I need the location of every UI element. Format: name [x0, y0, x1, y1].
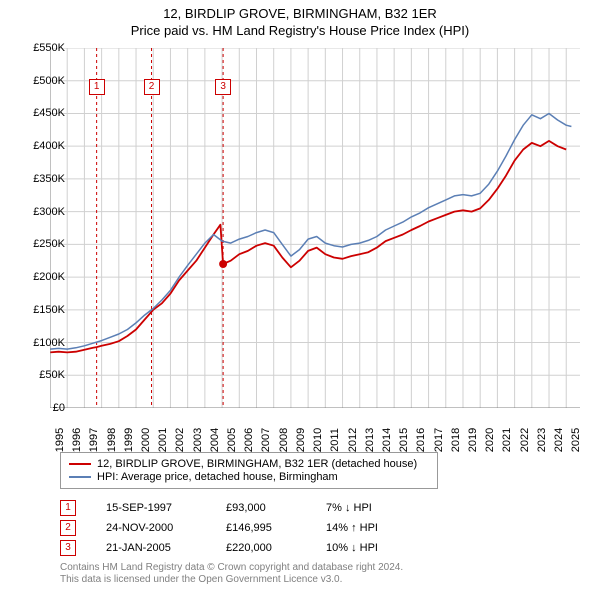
- footer-line-2: This data is licensed under the Open Gov…: [60, 574, 403, 586]
- y-tick-label: £350K: [15, 173, 65, 185]
- marker-badge-2: 2: [60, 520, 76, 536]
- marker-diff-1: 7% ↓ HPI: [326, 502, 426, 514]
- x-tick-label: 2008: [278, 428, 290, 452]
- x-tick-label: 1997: [88, 428, 100, 452]
- y-tick-label: £150K: [15, 304, 65, 316]
- y-tick-label: £500K: [15, 75, 65, 87]
- chart-marker-badge: 2: [144, 79, 160, 95]
- legend-swatch-hpi: [69, 476, 91, 478]
- x-tick-label: 2012: [347, 428, 359, 452]
- footer-line-1: Contains HM Land Registry data © Crown c…: [60, 562, 403, 574]
- x-tick-label: 2016: [415, 428, 427, 452]
- chart-marker-badge: 3: [215, 79, 231, 95]
- y-tick-label: £50K: [15, 369, 65, 381]
- x-tick-label: 2018: [450, 428, 462, 452]
- chart-area: [50, 48, 580, 408]
- x-tick-label: 2025: [570, 428, 582, 452]
- x-tick-label: 1995: [54, 428, 66, 452]
- y-tick-label: £250K: [15, 238, 65, 250]
- marker-badge-1: 1: [60, 500, 76, 516]
- x-tick-label: 2020: [484, 428, 496, 452]
- marker-row-3: 3 21-JAN-2005 £220,000 10% ↓ HPI: [60, 538, 426, 558]
- title-block: 12, BIRDLIP GROVE, BIRMINGHAM, B32 1ER P…: [0, 0, 600, 38]
- title-line-2: Price paid vs. HM Land Registry's House …: [0, 23, 600, 38]
- title-line-1: 12, BIRDLIP GROVE, BIRMINGHAM, B32 1ER: [0, 6, 600, 21]
- legend-swatch-price-paid: [69, 463, 91, 465]
- y-tick-label: £0: [15, 402, 65, 414]
- y-tick-label: £100K: [15, 337, 65, 349]
- x-tick-label: 2004: [209, 428, 221, 452]
- marker-badge-3: 3: [60, 540, 76, 556]
- y-tick-label: £550K: [15, 42, 65, 54]
- x-tick-label: 2022: [519, 428, 531, 452]
- marker-date-1: 15-SEP-1997: [106, 502, 226, 514]
- x-tick-label: 2000: [140, 428, 152, 452]
- marker-price-1: £93,000: [226, 502, 326, 514]
- x-tick-label: 2010: [312, 428, 324, 452]
- x-tick-label: 1996: [71, 428, 83, 452]
- x-tick-label: 2007: [260, 428, 272, 452]
- marker-date-3: 21-JAN-2005: [106, 542, 226, 554]
- x-tick-label: 2003: [192, 428, 204, 452]
- marker-price-3: £220,000: [226, 542, 326, 554]
- x-tick-label: 2013: [364, 428, 376, 452]
- x-tick-label: 2014: [381, 428, 393, 452]
- chart-container: 12, BIRDLIP GROVE, BIRMINGHAM, B32 1ER P…: [0, 0, 600, 590]
- x-tick-label: 2017: [433, 428, 445, 452]
- chart-svg: [50, 48, 580, 408]
- x-tick-label: 2002: [174, 428, 186, 452]
- x-tick-label: 2005: [226, 428, 238, 452]
- y-tick-label: £200K: [15, 271, 65, 283]
- x-tick-label: 2011: [329, 428, 341, 452]
- x-tick-label: 2024: [553, 428, 565, 452]
- x-tick-label: 2001: [157, 428, 169, 452]
- x-tick-label: 1998: [106, 428, 118, 452]
- x-tick-label: 1999: [123, 428, 135, 452]
- marker-diff-3: 10% ↓ HPI: [326, 542, 426, 554]
- marker-date-2: 24-NOV-2000: [106, 522, 226, 534]
- markers-table: 1 15-SEP-1997 £93,000 7% ↓ HPI 2 24-NOV-…: [60, 498, 426, 558]
- x-tick-label: 2023: [536, 428, 548, 452]
- legend-item-price-paid: 12, BIRDLIP GROVE, BIRMINGHAM, B32 1ER (…: [69, 458, 429, 470]
- y-tick-label: £450K: [15, 107, 65, 119]
- x-tick-label: 2009: [295, 428, 307, 452]
- legend-box: 12, BIRDLIP GROVE, BIRMINGHAM, B32 1ER (…: [60, 452, 438, 489]
- marker-row-1: 1 15-SEP-1997 £93,000 7% ↓ HPI: [60, 498, 426, 518]
- x-tick-label: 2015: [398, 428, 410, 452]
- legend-label-hpi: HPI: Average price, detached house, Birm…: [97, 471, 338, 483]
- legend-label-price-paid: 12, BIRDLIP GROVE, BIRMINGHAM, B32 1ER (…: [97, 458, 417, 470]
- marker-row-2: 2 24-NOV-2000 £146,995 14% ↑ HPI: [60, 518, 426, 538]
- y-tick-label: £300K: [15, 206, 65, 218]
- footer-note: Contains HM Land Registry data © Crown c…: [60, 562, 403, 586]
- marker-diff-2: 14% ↑ HPI: [326, 522, 426, 534]
- x-tick-label: 2021: [501, 428, 513, 452]
- legend-item-hpi: HPI: Average price, detached house, Birm…: [69, 471, 429, 483]
- chart-marker-badge: 1: [89, 79, 105, 95]
- x-tick-label: 2019: [467, 428, 479, 452]
- marker-price-2: £146,995: [226, 522, 326, 534]
- y-tick-label: £400K: [15, 140, 65, 152]
- x-tick-label: 2006: [243, 428, 255, 452]
